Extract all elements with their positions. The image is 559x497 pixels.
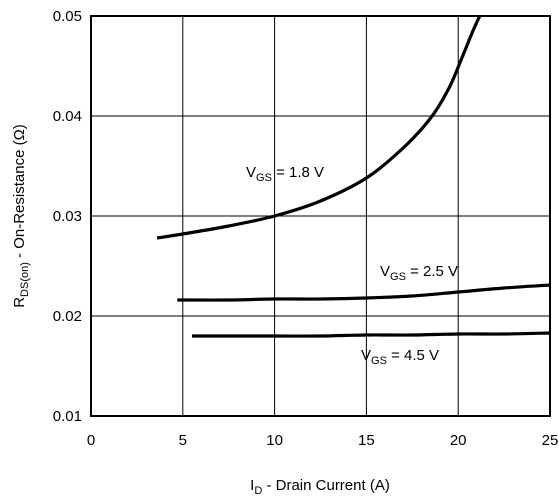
series-vgs-2p5-curve: [177, 283, 550, 302]
x-tick-label: 15: [358, 432, 375, 449]
series-vgs-4p5-label: VGS = 4.5 V: [361, 347, 439, 367]
y-axis-label: RDS(on) - On-Resistance (Ω): [11, 124, 31, 308]
grid-lines: [90, 15, 551, 417]
series-vgs-1p8-curve: [156, 16, 482, 240]
x-tick-label: 20: [450, 432, 467, 449]
x-tick-label: 25: [542, 432, 559, 449]
y-tick-label: 0.03: [53, 208, 82, 225]
y-tick-label: 0.02: [53, 308, 82, 325]
x-axis-label: ID - Drain Current (A): [250, 477, 390, 497]
y-tick-labels: 0.01 0.02 0.03 0.04 0.05: [53, 8, 82, 425]
x-tick-label: 0: [87, 432, 95, 449]
y-tick-label: 0.01: [53, 408, 82, 425]
series-curves: [156, 16, 550, 338]
series-vgs-4p5-curve: [191, 331, 550, 338]
x-tick-label: 10: [266, 432, 283, 449]
series-labels: VGS = 1.8 V VGS = 2.5 V VGS = 4.5 V: [246, 164, 458, 367]
series-vgs-2p5-label: VGS = 2.5 V: [380, 263, 458, 283]
plot-frame: [90, 15, 551, 417]
series-vgs-1p8-label: VGS = 1.8 V: [246, 164, 324, 184]
y-tick-label: 0.04: [53, 108, 82, 125]
x-tick-label: 5: [179, 432, 187, 449]
x-tick-labels: 0 5 10 15 20 25: [87, 432, 559, 449]
y-tick-label: 0.05: [53, 8, 82, 25]
